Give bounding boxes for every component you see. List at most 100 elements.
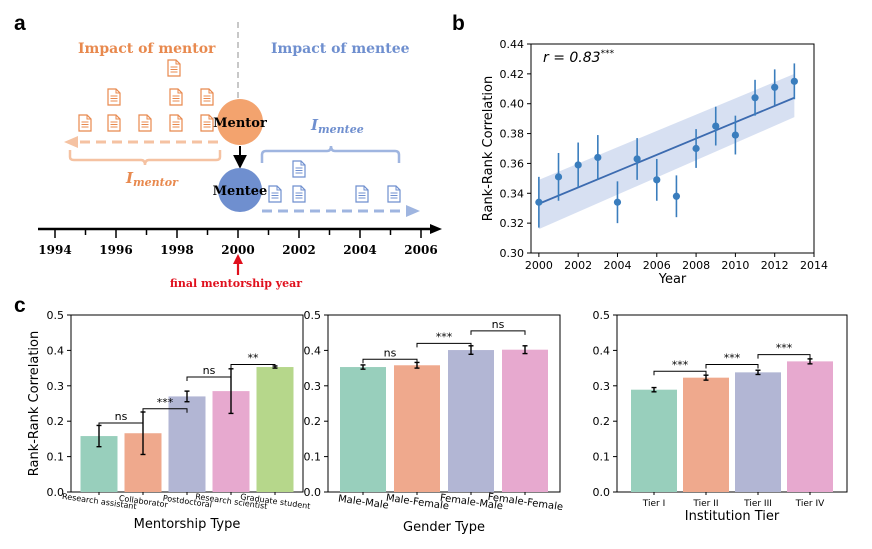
significance-stars: ***: [601, 49, 615, 59]
bar: [394, 365, 440, 492]
x-axis-title: Institution Tier: [685, 509, 780, 524]
y-tick-label: 0.32: [500, 217, 525, 230]
document-icon: [200, 88, 214, 106]
y-tick-label: 0.3: [47, 380, 65, 393]
timeline-ticks: 1994 1996 1998 2000 2002 2004 2006: [38, 229, 438, 257]
mentee-node: [218, 168, 262, 212]
significance-label: ***: [724, 352, 741, 365]
timeline-year-label: 2004: [343, 243, 376, 257]
plot-frame: [530, 43, 815, 254]
data-point: [692, 144, 700, 153]
y-axis-title: Rank-Rank Correlation: [27, 331, 42, 476]
data-point: [633, 155, 641, 163]
y-tick-label: 0.5: [47, 309, 65, 322]
y-tick-label: 0.1: [304, 451, 322, 464]
data-point: [594, 153, 602, 162]
document-icon: [167, 59, 181, 77]
significance-label: ***: [157, 396, 174, 409]
regression-line: [538, 96, 795, 205]
x-axis-title: Year: [658, 272, 687, 287]
significance-label: ns: [203, 364, 216, 377]
significance-bracket: [98, 422, 144, 427]
x-tick-label: 2004: [603, 259, 631, 272]
data-point: [574, 161, 582, 169]
institution-tier-chart: 0.0 0.1 0.2 0.3 0.4 0.5 Tier I Tier II Tier III T…: [593, 309, 848, 524]
document-icon: [292, 185, 306, 203]
x-tick-label: Tier III: [743, 499, 772, 509]
timeline-arrowhead: [430, 224, 442, 234]
data-point: [613, 198, 622, 206]
panel-label-a: a: [14, 12, 26, 35]
final-mentorship-year-label: final mentorship year: [170, 277, 302, 290]
y-tick-label: 0.2: [304, 415, 322, 428]
y-tick-label: 0.44: [500, 38, 525, 51]
x-tick-label: Tier I: [642, 499, 665, 509]
document-icon: [387, 185, 401, 203]
document-icon: [107, 88, 121, 106]
significance-label: **: [248, 352, 260, 365]
x-tick-label: Male-Male: [337, 494, 389, 512]
significance-label: ns: [492, 318, 505, 331]
mentee-impact-arrowhead: [406, 205, 420, 217]
bar: [502, 349, 548, 492]
significance-bracket: [470, 330, 526, 335]
data-point: [731, 131, 739, 139]
data-point: [672, 192, 681, 200]
y-tick-label: 0.0: [47, 486, 65, 499]
bar: [787, 361, 833, 492]
bar: [683, 377, 729, 492]
x-tick-label: 2002: [564, 259, 592, 272]
y-axis-title: Rank-Rank Correlation: [481, 76, 496, 221]
y-tick-label: 0.3: [593, 380, 611, 393]
y-tick-label: 0.4: [47, 344, 65, 357]
data-point: [653, 176, 661, 184]
y-tick-label: 0.0: [593, 486, 611, 499]
y-tick-label: 0.42: [500, 68, 525, 81]
final-year-arrowhead: [233, 254, 243, 264]
document-icon: [200, 114, 214, 132]
plot-frame: [327, 314, 561, 493]
significance-bracket: [705, 364, 759, 369]
x-tick-label: Tier IV: [795, 499, 825, 509]
x-axis-title: Gender Type: [403, 520, 485, 535]
document-icon: [138, 114, 152, 132]
timeline-year-label: 1998: [160, 243, 193, 257]
data-point: [751, 94, 759, 102]
year-correlation-chart: 2000 2002 2004 2006 2008 2010 2012 2014 0.30 0.32…: [481, 38, 828, 287]
data-point: [712, 122, 720, 130]
bar: [340, 367, 386, 492]
y-tick-label: 0.1: [47, 451, 65, 464]
y-tick-label: 0.4: [304, 344, 322, 357]
panel-b: b 2000 2002 2004 2006 2008 2010 2012 2014 0.30 0.…: [452, 12, 828, 287]
plot-frame: [616, 314, 848, 493]
x-tick-label: 2012: [761, 259, 789, 272]
mentor-node: [217, 99, 263, 145]
timeline-year-label: 2002: [282, 243, 315, 257]
impact-of-mentor-title: Impact of mentor: [78, 41, 216, 57]
y-tick-label: 0.4: [593, 344, 611, 357]
x-tick-label: 2000: [525, 259, 553, 272]
significance-bracket: [653, 370, 707, 376]
significance-label: ns: [115, 410, 128, 423]
y-tick-label: 0.0: [304, 486, 322, 499]
data-point: [554, 173, 563, 181]
i-mentor-label: Imentor: [125, 169, 179, 189]
bar: [631, 389, 677, 492]
significance-bracket: [362, 358, 418, 364]
document-icon: [292, 160, 306, 178]
significance-bracket: [416, 342, 472, 348]
document-icon: [78, 114, 92, 132]
timeline-year-label: 1994: [38, 243, 71, 257]
significance-label: ns: [384, 346, 397, 359]
y-tick-label: 0.38: [500, 128, 525, 141]
i-mentee-label: Imentee: [310, 116, 364, 136]
significance-label: ***: [672, 358, 689, 371]
document-icon: [169, 88, 183, 106]
timeline-year-label: 2000: [221, 243, 254, 257]
y-tick-label: 0.5: [593, 309, 611, 322]
x-tick-label: 2010: [721, 259, 749, 272]
x-tick-label: 2006: [643, 259, 671, 272]
panel-a: a Impact of mentor Impact of mentee Imen…: [14, 12, 442, 290]
